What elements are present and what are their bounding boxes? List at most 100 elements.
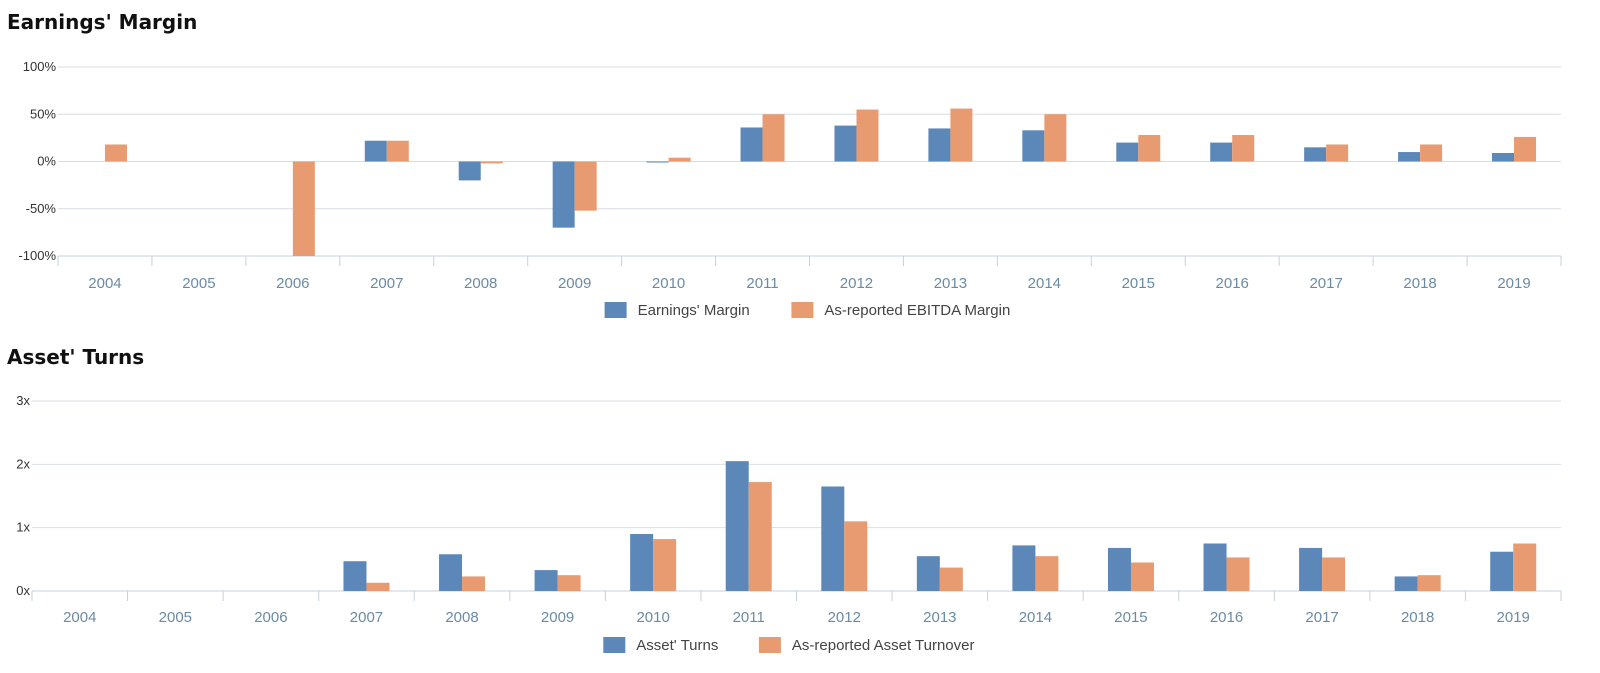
x-tick-label: 2011 [746,275,778,292]
x-tick-label: 2012 [828,609,861,626]
x-tick-label: 2008 [445,609,478,626]
x-tick-label: 2015 [1122,275,1155,292]
bar-series2-2019 [1513,543,1537,591]
y-tick-label: 0% [37,154,56,169]
legend: Earnings' Margin As-reported EBITDA Margi… [604,302,1010,319]
bar-series2-2007 [386,140,409,162]
bar-series1-2011 [740,127,763,162]
bar-series1-2015 [1116,142,1139,162]
y-tick-label: 100% [23,59,57,74]
bar-series2-2004 [104,144,127,162]
x-tick-label: 2005 [159,609,192,626]
bar-series2-2011 [762,114,785,162]
x-tick-label: 2019 [1497,609,1530,626]
y-tick-label: -100% [18,248,56,263]
y-tick-label: 1x [16,520,30,535]
bar-series1-2008 [458,161,481,181]
x-tick-label: 2010 [652,275,685,292]
x-tick-label: 2007 [350,609,383,626]
bar-series1-2017 [1299,547,1323,591]
bar-series1-2015 [1107,547,1131,591]
earnings-margin-chart: 100% 50% 0% -50% -100% 2004 2005 2006 2007 2008 20… [18,59,1562,319]
legend-label: As-reported Asset Turnover [792,637,975,654]
chart-title-earnings-margin: Earnings' Margin [7,10,198,34]
legend-swatch [603,637,626,653]
legend-swatch [758,637,781,653]
bar-series1-2009 [534,570,558,591]
bar-series1-2014 [1012,545,1036,591]
x-tick-label: 2004 [88,275,121,292]
bar-series2-2008 [462,576,486,591]
y-tick-label: 3x [16,393,30,408]
bar-series1-2010 [630,534,654,591]
bar-series2-2017 [1322,557,1346,591]
bar-series2-2009 [574,161,597,211]
bar-series1-2012 [821,486,845,591]
bar-series2-2016 [1226,557,1250,591]
x-tick-label: 2016 [1210,609,1243,626]
bar-series1-2011 [725,461,749,591]
bar-series2-2010 [653,539,677,591]
x-tick-label: 2018 [1403,275,1436,292]
x-tick-label: 2006 [254,609,287,626]
x-tick-label: 2009 [558,275,591,292]
bar-series1-2017 [1304,147,1327,162]
x-tick-label: 2017 [1305,609,1338,626]
bar-series1-2016 [1210,142,1233,162]
x-tick-label: 2016 [1216,275,1249,292]
y-tick-label: 0x [16,583,30,598]
legend-swatch [604,302,627,318]
y-tick-label: -50% [26,201,57,216]
x-tick-label: 2017 [1309,275,1342,292]
bar-series1-2008 [439,554,463,591]
y-tick-label: 2x [16,456,30,471]
bar-series1-2007 [364,140,387,162]
bar-series2-2017 [1326,144,1349,162]
legend-swatch [791,302,814,318]
bar-series1-2009 [552,161,575,228]
bar-series2-2014 [1035,556,1059,591]
bar-series2-2006 [292,161,315,256]
bar-series2-2019 [1514,136,1537,162]
chart-title-asset-turns: Asset' Turns [7,345,145,369]
bar-series2-2015 [1138,135,1161,162]
bar-series2-2012 [856,109,879,162]
x-tick-label: 2009 [541,609,574,626]
x-tick-label: 2013 [934,275,967,292]
bar-series2-2009 [557,575,581,591]
legend-label: Asset' Turns [636,637,718,654]
x-tick-label: 2005 [182,275,215,292]
x-tick-label: 2011 [733,609,765,626]
x-tick-label: 2007 [370,275,403,292]
asset-turns-chart: 3x 2x 1x 0x 2004 2005 2006 2007 2008 2009 2010 2011… [16,393,1562,654]
legend: Asset' Turns As-reported Asset Turnover [603,637,974,654]
bar-series2-2013 [950,108,973,162]
x-tick-label: 2008 [464,275,497,292]
x-tick-label: 2004 [63,609,96,626]
bar-series2-2016 [1232,135,1255,162]
bar-series2-2014 [1044,114,1067,162]
y-tick-label: 50% [30,106,56,121]
bar-series2-2013 [939,567,963,591]
legend-label: As-reported EBITDA Margin [824,302,1010,319]
bar-series1-2007 [343,561,367,591]
bar-series1-2016 [1203,543,1227,591]
bar-series2-2012 [844,521,868,591]
bar-series2-2010 [668,157,691,162]
bar-series1-2013 [916,556,940,591]
x-tick-label: 2012 [840,275,873,292]
x-tick-label: 2006 [276,275,309,292]
bar-series2-2018 [1420,144,1443,162]
bar-series2-2015 [1130,562,1154,591]
bar-series1-2013 [928,128,951,162]
bar-series1-2018 [1394,576,1418,591]
bar-series2-2007 [366,582,390,591]
x-tick-label: 2010 [636,609,669,626]
x-tick-label: 2013 [923,609,956,626]
x-tick-label: 2019 [1497,275,1530,292]
bar-series1-2019 [1492,152,1515,162]
bar-series1-2014 [1022,130,1045,162]
x-tick-label: 2014 [1028,275,1061,292]
bar-series2-2011 [748,482,772,591]
bar-series1-2012 [834,125,857,162]
